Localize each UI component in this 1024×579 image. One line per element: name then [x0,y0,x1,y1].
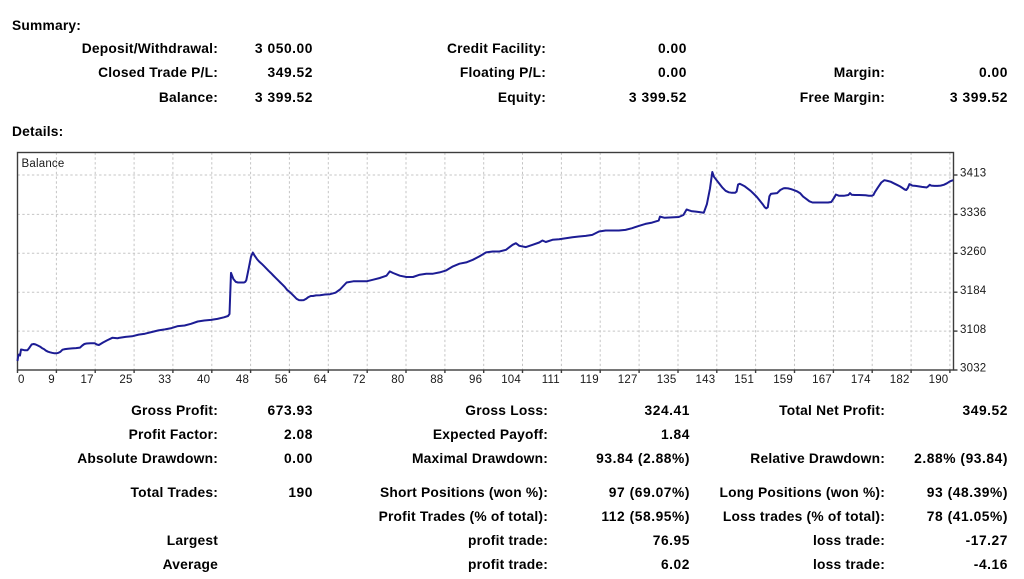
svg-text:127: 127 [618,374,638,386]
svg-text:56: 56 [275,374,288,386]
svg-text:72: 72 [352,374,365,386]
svg-text:9: 9 [48,374,55,386]
svg-text:Balance: Balance [22,158,65,170]
svg-text:111: 111 [542,374,560,386]
svg-text:17: 17 [80,374,93,386]
svg-text:88: 88 [430,374,443,386]
svg-text:3032: 3032 [960,363,986,375]
svg-text:48: 48 [236,374,249,386]
svg-text:33: 33 [158,374,171,386]
svg-text:190: 190 [929,374,949,386]
svg-text:174: 174 [851,374,871,386]
svg-text:96: 96 [469,374,482,386]
svg-text:182: 182 [890,374,910,386]
svg-text:151: 151 [734,374,754,386]
svg-text:3108: 3108 [960,324,986,336]
svg-text:3336: 3336 [960,207,986,219]
svg-text:0: 0 [18,374,25,386]
svg-text:3184: 3184 [960,285,987,297]
svg-text:135: 135 [657,374,677,386]
svg-text:25: 25 [119,374,132,386]
svg-text:119: 119 [580,374,599,386]
svg-text:104: 104 [501,374,521,386]
svg-text:143: 143 [696,374,716,386]
svg-text:40: 40 [197,374,210,386]
svg-text:80: 80 [391,374,404,386]
svg-text:159: 159 [773,374,793,386]
svg-text:3260: 3260 [960,246,986,258]
svg-text:3413: 3413 [960,168,986,180]
svg-text:64: 64 [314,374,328,386]
svg-text:167: 167 [812,374,832,386]
